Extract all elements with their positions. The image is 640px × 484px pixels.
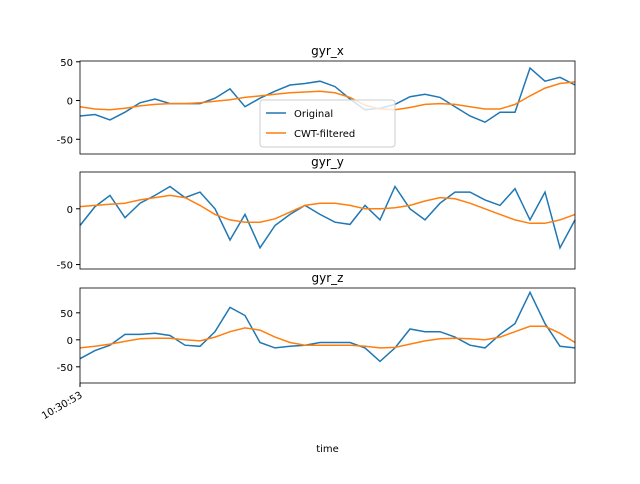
x-axis-label: time <box>316 444 339 455</box>
subplot-title: gyr_z <box>312 271 344 285</box>
axes-frame <box>79 287 576 384</box>
y-tick-label: 0 <box>67 205 73 216</box>
line-series <box>79 81 576 111</box>
axes-frame <box>79 60 576 155</box>
legend-label: Original <box>294 109 333 120</box>
y-tick-label: 0 <box>67 336 73 347</box>
axes-frame <box>79 171 576 270</box>
y-tick-label: 50 <box>60 58 73 69</box>
line-series <box>79 290 576 363</box>
legend-label: CWT-filtered <box>294 129 355 140</box>
legend-box <box>259 99 396 148</box>
subplot-title: gyr_y <box>311 155 344 169</box>
line-series <box>79 66 576 124</box>
line-series <box>79 194 576 225</box>
y-tick-label: -50 <box>57 261 73 272</box>
x-tick-label: 10:30:53 <box>40 390 84 422</box>
line-series <box>79 184 576 250</box>
y-tick-label: 0 <box>67 97 73 108</box>
y-tick-label: 50 <box>60 309 73 320</box>
line-series <box>79 325 576 349</box>
y-tick-label: -50 <box>57 135 73 146</box>
subplot-title: gyr_x <box>311 44 344 58</box>
y-tick-label: -50 <box>57 363 73 374</box>
